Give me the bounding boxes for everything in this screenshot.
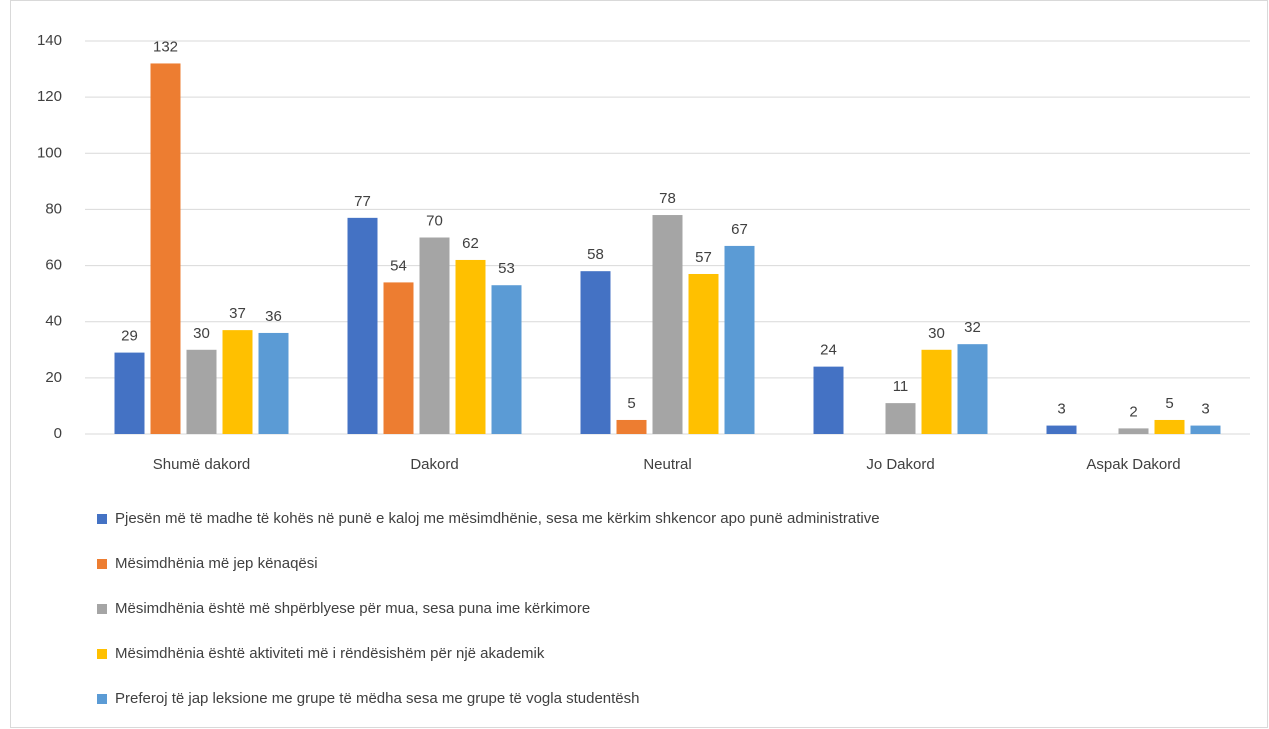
legend-swatch [97, 604, 107, 614]
chart-border [10, 0, 1268, 728]
bar [1154, 419, 1185, 434]
bar [1118, 428, 1149, 434]
legend: Pjesën më të madhe të kohës në punë e ka… [97, 510, 880, 707]
x-tick-label: Shumë dakord [153, 456, 251, 473]
bar [580, 271, 611, 434]
legend-swatch [97, 694, 107, 704]
data-label: 37 [229, 305, 246, 322]
y-tick-label: 100 [37, 144, 62, 161]
bar [150, 63, 181, 434]
data-label: 77 [354, 193, 371, 210]
y-tick-label: 140 [37, 32, 62, 49]
data-label: 132 [153, 38, 178, 55]
y-tick-label: 40 [45, 313, 62, 330]
data-label: 78 [659, 190, 676, 207]
bar [652, 215, 683, 434]
data-label: 58 [587, 246, 604, 263]
legend-label: Mësimdhënia më jep kënaqësi [115, 555, 318, 572]
data-label: 3 [1057, 401, 1065, 418]
legend-swatch [97, 514, 107, 524]
data-label: 29 [121, 328, 138, 345]
data-label: 5 [627, 395, 635, 412]
bar [491, 285, 522, 434]
bar [1190, 425, 1221, 434]
bar [813, 366, 844, 434]
legend-swatch [97, 559, 107, 569]
y-tick-label: 0 [54, 425, 62, 442]
legend-label: Mësimdhënia është më shpërblyese për mua… [115, 600, 590, 617]
data-label: 36 [265, 308, 282, 325]
bar [258, 332, 289, 434]
bar [885, 403, 916, 434]
data-label: 57 [695, 249, 712, 266]
bar [222, 330, 253, 434]
bar [347, 217, 378, 434]
y-tick-label: 120 [37, 88, 62, 105]
data-label: 3 [1201, 401, 1209, 418]
data-label: 24 [820, 342, 837, 359]
bar [616, 419, 647, 434]
data-label: 67 [731, 221, 748, 238]
bar [1046, 425, 1077, 434]
data-label: 53 [498, 260, 515, 277]
data-label: 62 [462, 235, 479, 252]
x-tick-label: Jo Dakord [866, 456, 934, 473]
bar [114, 352, 145, 434]
x-tick-label: Neutral [643, 456, 691, 473]
y-tick-label: 80 [45, 200, 62, 217]
data-label: 30 [193, 325, 210, 342]
legend-label: Preferoj të jap leksione me grupe të mëd… [115, 690, 639, 707]
data-label: 2 [1129, 403, 1137, 420]
data-label: 70 [426, 212, 443, 229]
legend-label: Pjesën më të madhe të kohës në punë e ka… [115, 510, 880, 527]
bar [688, 273, 719, 434]
bar [921, 349, 952, 434]
data-label: 32 [964, 319, 981, 336]
legend-swatch [97, 649, 107, 659]
bar [455, 259, 486, 434]
bar [186, 349, 217, 434]
data-label: 30 [928, 325, 945, 342]
data-label: 11 [893, 378, 909, 395]
data-label: 54 [390, 257, 407, 274]
y-tick-label: 20 [45, 369, 62, 386]
bar [957, 344, 988, 434]
x-tick-label: Aspak Dakord [1086, 456, 1180, 473]
y-tick-label: 60 [45, 257, 62, 274]
data-label: 5 [1165, 395, 1173, 412]
x-tick-label: Dakord [410, 456, 458, 473]
bar [383, 282, 414, 434]
legend-label: Mësimdhënia është aktiviteti më i rëndës… [115, 645, 545, 662]
bar [419, 237, 450, 434]
bar [724, 245, 755, 434]
